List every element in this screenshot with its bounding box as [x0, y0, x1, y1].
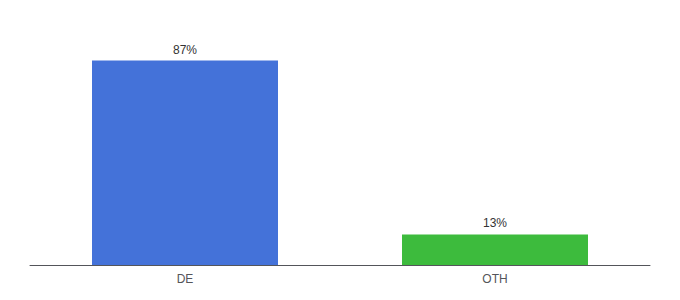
- svg-text:13%: 13%: [483, 216, 507, 230]
- svg-text:87%: 87%: [173, 43, 197, 57]
- svg-text:OTH: OTH: [482, 272, 507, 286]
- svg-text:DE: DE: [177, 272, 194, 286]
